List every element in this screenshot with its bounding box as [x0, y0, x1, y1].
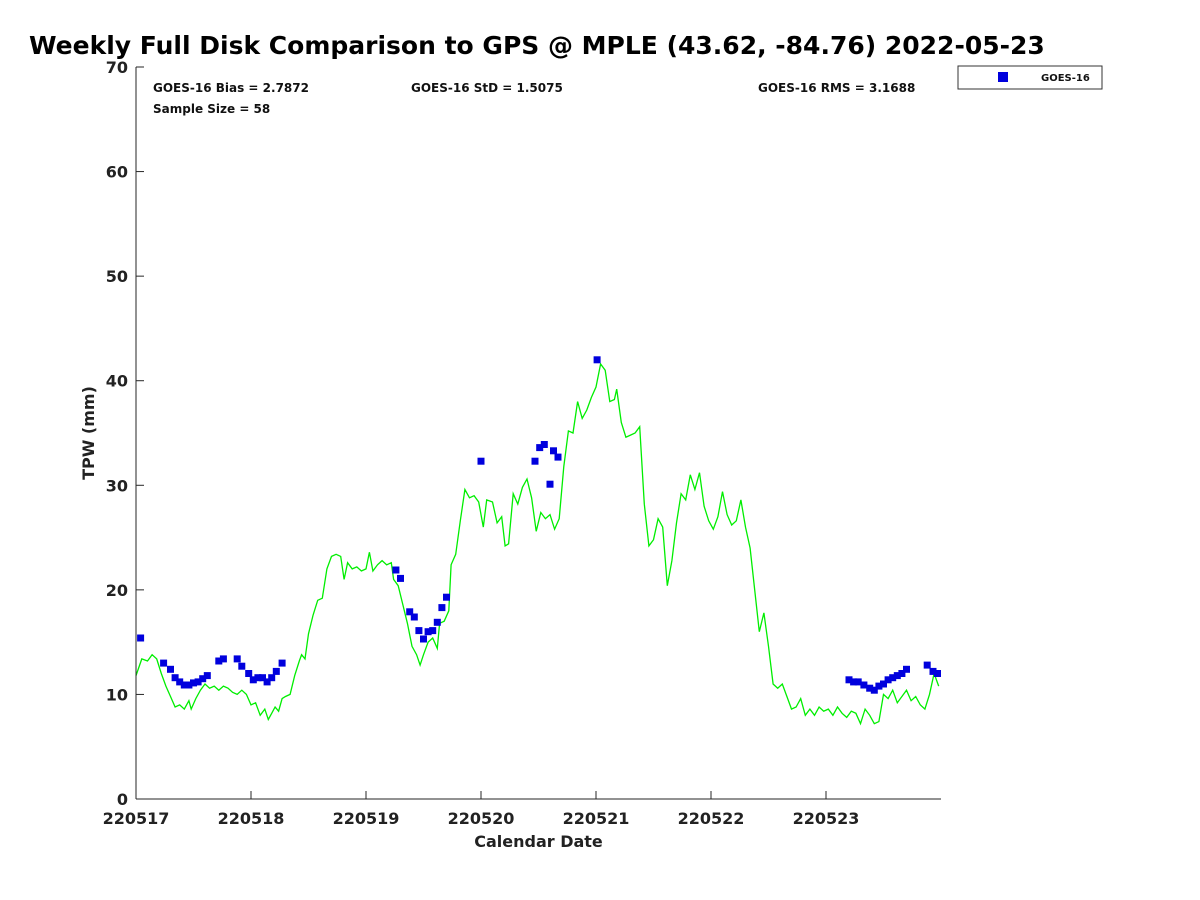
y-tick-label: 30 [106, 476, 128, 495]
goes-marker [903, 665, 910, 673]
goes-marker [893, 672, 901, 680]
plot-area [136, 67, 941, 799]
goes-marker [477, 457, 485, 465]
sample-size-stat: Sample Size = 58 [153, 102, 270, 116]
y-tick-label: 70 [106, 58, 128, 77]
goes-marker [845, 676, 853, 684]
goes-marker [443, 593, 450, 601]
goes-marker [593, 356, 601, 364]
x-axis-label: Calendar Date [474, 832, 603, 851]
goes-marker [397, 574, 404, 582]
axes [135, 67, 941, 800]
legend: GOES-16 [957, 65, 1103, 90]
goes-marker [929, 667, 937, 675]
goes-marker [176, 678, 184, 686]
goes-marker [180, 681, 188, 689]
goes-marker [233, 655, 241, 663]
goes-marker [536, 444, 544, 452]
goes-marker [934, 670, 941, 677]
y-tick-label: 50 [106, 267, 128, 286]
goes-marker [884, 676, 892, 684]
goes-marker [199, 675, 207, 683]
goes-marker [392, 566, 400, 574]
goes-marker [550, 447, 557, 455]
goes-marker [190, 679, 197, 687]
goes-marker [923, 661, 931, 669]
y-tick-label: 20 [106, 581, 128, 600]
goes-marker [160, 659, 168, 667]
goes-marker [263, 678, 271, 686]
goes-marker [546, 480, 554, 488]
chart-title: Weekly Full Disk Comparison to GPS @ MPL… [29, 31, 1045, 60]
legend-box [957, 65, 1103, 90]
y-tick-label: 40 [106, 372, 128, 391]
goes-marker [203, 672, 211, 680]
goes-marker [272, 667, 280, 675]
y-tick-label: 10 [106, 685, 128, 704]
y-tick-label: 60 [106, 163, 128, 182]
goes-marker [415, 627, 423, 635]
legend-marker [998, 72, 1008, 82]
x-tick-label: 220522 [678, 809, 745, 828]
goes-marker [433, 618, 441, 626]
goes-marker [167, 665, 174, 673]
goes-marker [438, 604, 446, 612]
goes-marker [850, 678, 858, 686]
goes-marker [854, 678, 862, 686]
goes-marker [424, 628, 432, 636]
legend-label: GOES-16 [1041, 73, 1090, 84]
y-axis-ticks: 0 10 20 30 40 50 60 70 [106, 58, 144, 809]
goes-marker [406, 608, 414, 616]
goes-marker [254, 674, 262, 682]
x-tick-label: 220519 [333, 809, 400, 828]
gps-line [135, 362, 940, 726]
goes-series [137, 356, 941, 694]
goes-marker [860, 681, 868, 689]
x-axis-ticks: 220517 220518 220519 220520 220521 220522 2205… [103, 791, 860, 828]
goes-marker [194, 678, 202, 686]
goes-marker [215, 657, 223, 665]
goes-marker [429, 627, 437, 635]
goes-marker [875, 682, 883, 690]
x-tick-label: 220520 [448, 809, 515, 828]
goes-marker [420, 635, 427, 643]
goes-marker [185, 681, 193, 689]
bias-stat: GOES-16 Bias = 2.7872 [153, 81, 309, 95]
goes-marker [268, 674, 276, 682]
goes-marker [870, 686, 878, 694]
rms-stat: GOES-16 RMS = 3.1688 [758, 81, 915, 95]
x-tick-label: 220523 [793, 809, 860, 828]
y-tick-label: 0 [117, 790, 128, 809]
x-tick-label: 220521 [563, 809, 630, 828]
goes-marker [137, 634, 145, 642]
goes-marker [245, 670, 253, 677]
goes-marker [889, 674, 897, 682]
goes-marker [238, 662, 246, 670]
goes-marker [278, 659, 286, 667]
goes-marker [898, 670, 906, 677]
goes-marker [219, 655, 227, 663]
goes-marker [249, 676, 257, 684]
y-axis-label: TPW (mm) [79, 386, 98, 480]
goes-marker [880, 680, 887, 688]
std-stat: GOES-16 StD = 1.5075 [411, 81, 563, 95]
gps-series [135, 362, 940, 726]
goes-marker [410, 613, 418, 621]
x-tick-label: 220517 [103, 809, 170, 828]
goes-marker [259, 674, 266, 682]
goes-marker [540, 441, 548, 448]
x-tick-label: 220518 [218, 809, 285, 828]
goes-marker [554, 453, 562, 461]
goes-marker [171, 674, 179, 682]
goes-marker [531, 457, 539, 465]
goes-marker [866, 684, 874, 692]
